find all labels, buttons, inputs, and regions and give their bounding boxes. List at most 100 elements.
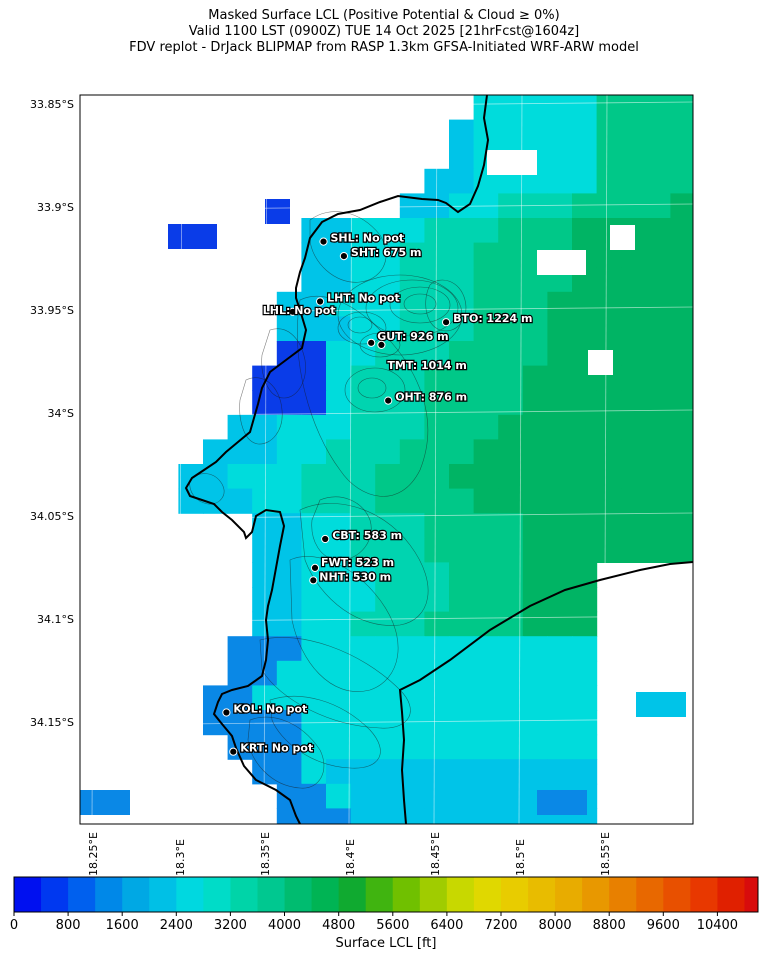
lcl-field-cell [547, 144, 573, 170]
lcl-field-cell [572, 316, 598, 342]
lcl-field-cell [375, 488, 401, 514]
lcl-field-cell [449, 587, 475, 613]
lcl-field-cell [276, 562, 302, 588]
lcl-field-cell [449, 783, 475, 809]
latitude-tick-label: 33.9°S [37, 201, 74, 214]
lcl-field-cell [621, 439, 647, 465]
colorbar-tick-label: 4000 [267, 918, 302, 933]
lcl-field-cell [596, 316, 622, 342]
lcl-field-cell [522, 537, 548, 563]
lcl-field-cell [522, 513, 548, 539]
lcl-field-cell [424, 759, 450, 785]
station-bto: BTO: 1224 m [442, 311, 534, 326]
lcl-field-cell [473, 390, 499, 416]
colorbar-segment [744, 877, 759, 912]
lcl-field-cell [375, 537, 401, 563]
lcl-field-cell [350, 734, 376, 760]
lcl-field-cell [424, 808, 450, 824]
lcl-field-cell [449, 390, 475, 416]
lcl-field-cell [424, 390, 450, 416]
lcl-field-cell [375, 562, 401, 588]
colorbar-segment [500, 877, 529, 912]
lcl-field-cell [572, 390, 598, 416]
lcl-field-cell [326, 537, 352, 563]
lcl-field-cell [645, 414, 671, 440]
lcl-field-cell [621, 341, 647, 367]
lcl-field-cell [596, 144, 622, 170]
colorbar-segment [528, 877, 556, 912]
lcl-field-cell [498, 783, 524, 809]
lcl-field-cell [645, 193, 671, 219]
station-marker [321, 534, 330, 544]
lcl-field-cell [572, 710, 598, 736]
masked-cell [512, 150, 537, 175]
lcl-field-cell [670, 439, 693, 465]
lcl-field-cell [522, 611, 548, 637]
longitude-tick-label: 18.55°E [599, 832, 612, 876]
lcl-field-cell [572, 660, 598, 686]
lcl-field-cell [424, 414, 450, 440]
lcl-field-cell [449, 144, 475, 170]
lcl-field-cell [399, 365, 425, 391]
station-label: NHT: 530 m [319, 570, 391, 583]
lcl-field-cell [449, 414, 475, 440]
lcl-field-cell [498, 218, 524, 244]
lcl-field-cell [350, 464, 376, 490]
lcl-field-cell [596, 193, 622, 219]
station-label: BTO: 1224 m [453, 312, 532, 325]
lcl-field-cell [621, 414, 647, 440]
lcl-field-cell [522, 341, 548, 367]
lcl-field-cell [645, 119, 671, 145]
colorbar-segment [609, 877, 637, 912]
station-label: OHT: 876 m [395, 391, 467, 404]
lcl-field-cell [522, 488, 548, 514]
lcl-field-cell [572, 218, 598, 244]
lcl-field-cell [645, 95, 671, 121]
lcl-field-cell [424, 439, 450, 465]
lcl-field-cell [326, 808, 352, 824]
lcl-field-cell [326, 513, 352, 539]
lcl-field-cell [375, 464, 401, 490]
latitude-tick-label: 34.15°S [30, 716, 74, 729]
station-oht: OHT: 876 m [384, 389, 468, 405]
lcl-field-cell [399, 218, 425, 244]
lcl-field-cell [498, 291, 524, 317]
colorbar-segment [663, 877, 691, 912]
station-label: SHL: No pot [331, 232, 405, 245]
lcl-field-cell [621, 513, 647, 539]
lcl-field-cell [547, 439, 573, 465]
lcl-field-cell [645, 316, 671, 342]
lcl-field-cell [645, 390, 671, 416]
lcl-field-cell [621, 119, 647, 145]
lcl-field-cell [449, 439, 475, 465]
lcl-field-cell [498, 390, 524, 416]
lcl-field-cell [547, 341, 573, 367]
lcl-field-cell [399, 660, 425, 686]
lcl-field-cell [350, 759, 376, 785]
lcl-field-cell [670, 464, 693, 490]
colorbar-tick-label: 3200 [213, 918, 247, 933]
lcl-field-cell [227, 660, 253, 686]
colorbar-segment [338, 877, 367, 912]
lcl-field-cell [326, 611, 352, 637]
lcl-field-cell [424, 365, 450, 391]
lcl-field-cell [498, 439, 524, 465]
lcl-field-cell [596, 513, 622, 539]
lcl-field-cell [562, 790, 587, 815]
lcl-field-cell [670, 365, 693, 391]
lcl-field-cell [227, 439, 253, 465]
lcl-field-cell [547, 119, 573, 145]
lcl-field-cell [498, 587, 524, 613]
lcl-field-cell [326, 759, 352, 785]
lcl-field-cell [572, 636, 598, 662]
colorbar-segment [257, 877, 285, 912]
lcl-field-cell [473, 537, 499, 563]
lcl-field-cell [670, 513, 693, 539]
lcl-field-cell [203, 439, 229, 465]
lcl-field-cell [399, 808, 425, 824]
lcl-field-cell [326, 783, 352, 809]
station-kol: KOL: No pot [222, 701, 309, 717]
lcl-field-cell [375, 242, 401, 268]
lcl-field-cell [572, 193, 598, 219]
